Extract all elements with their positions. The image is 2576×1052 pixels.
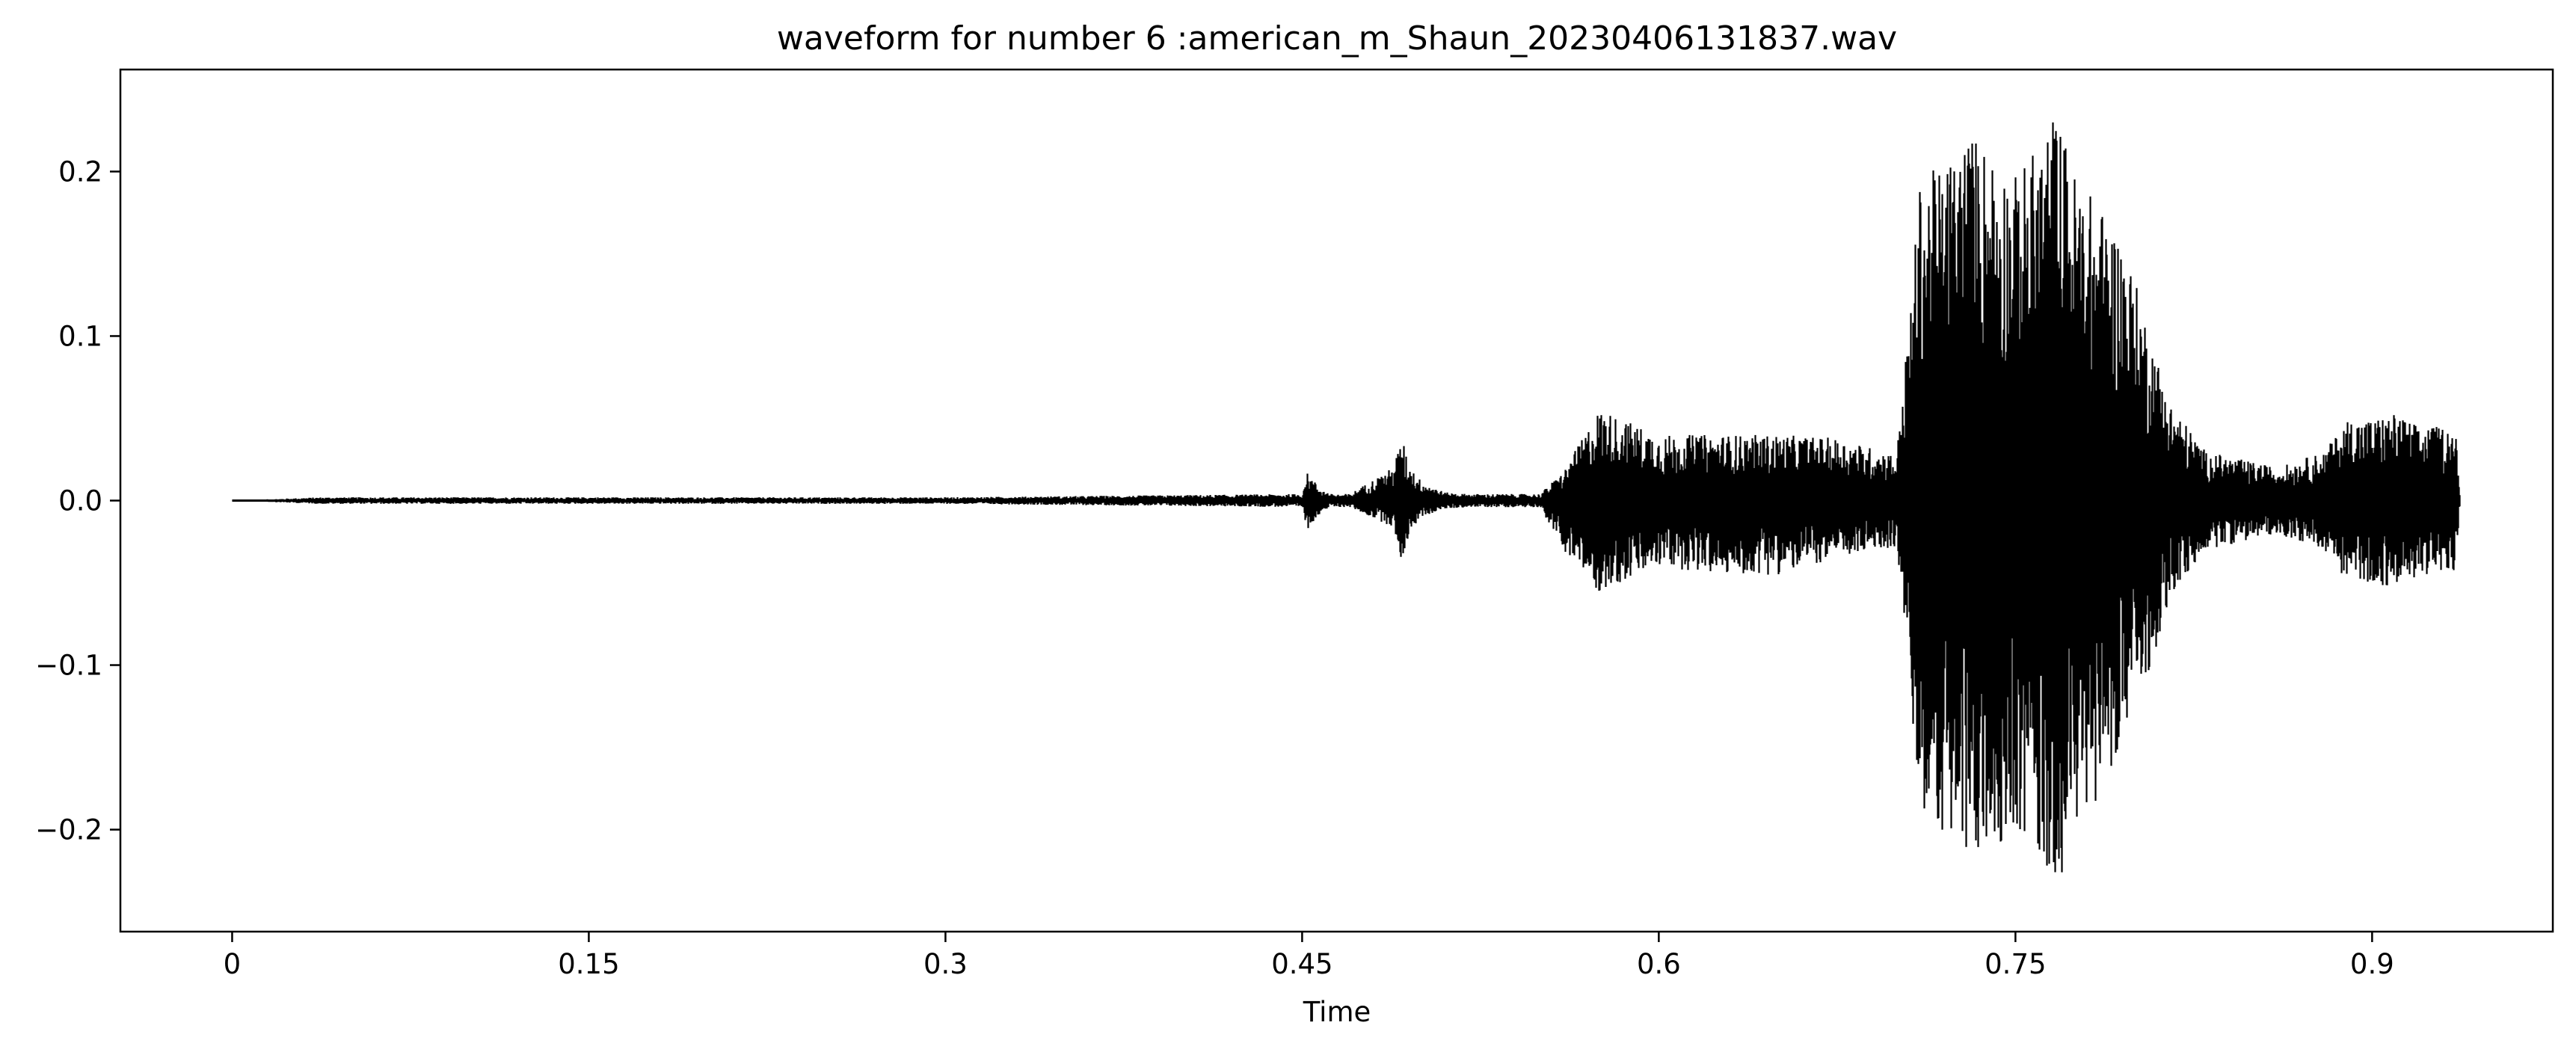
y-tick-label: −0.2: [35, 814, 102, 846]
y-tick-label: 0.1: [58, 320, 102, 352]
x-axis: 0 0.15 0.3 0.45 0.6 0.75 0.9: [224, 932, 2394, 980]
y-tick-label: 0.0: [58, 485, 102, 517]
y-axis: −0.2 −0.1 0.0 0.1 0.2: [35, 156, 120, 846]
x-tick-label: 0.9: [2350, 948, 2394, 980]
plot-layer: [232, 122, 2461, 873]
x-tick-label: 0.3: [923, 948, 968, 980]
y-tick-label: −0.1: [35, 650, 102, 682]
chart-title: waveform for number 6 :american_m_Shaun_…: [777, 19, 1897, 58]
x-axis-title: Time: [1303, 996, 1371, 1028]
x-tick-label: 0.75: [1985, 948, 2046, 980]
x-tick-label: 0.6: [1637, 948, 1681, 980]
y-tick-label: 0.2: [58, 156, 102, 188]
x-tick-label: 0: [224, 948, 242, 980]
x-tick-label: 0.45: [1271, 948, 1332, 980]
x-tick-label: 0.15: [558, 948, 619, 980]
